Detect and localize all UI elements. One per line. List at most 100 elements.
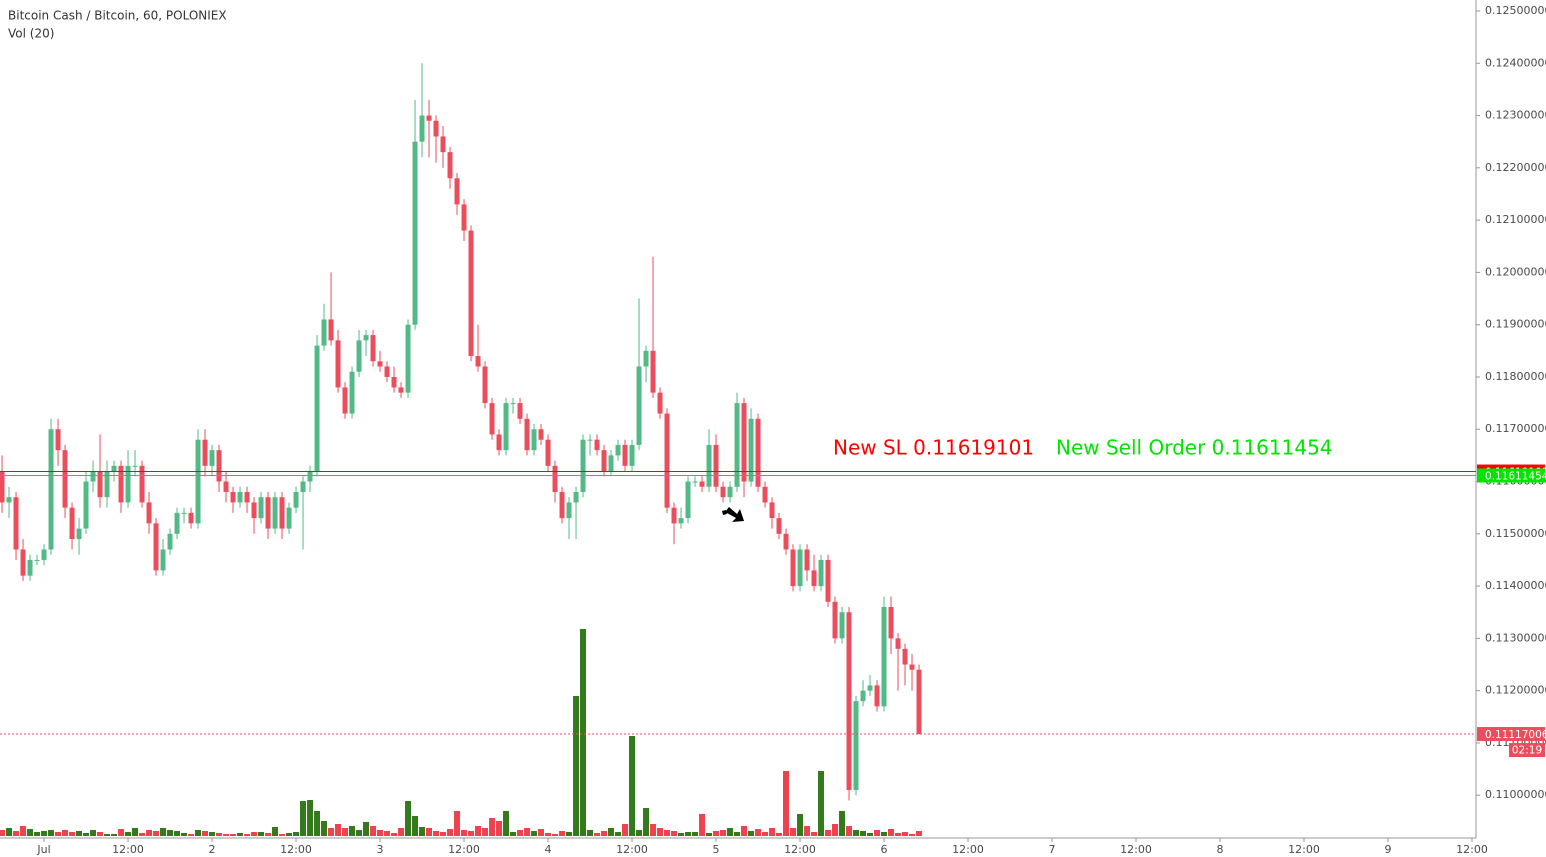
volume-bar [482,828,489,836]
volume-bar [27,829,34,836]
volume-bar [622,824,629,836]
volume-bar [118,829,125,836]
price-level-label: 0.11611454 [1485,471,1546,483]
volume-bar [342,828,349,836]
candle-body [440,136,446,153]
volume-bar [545,833,552,836]
volume-bar [846,826,853,836]
x-tick-label: 12:00 [952,843,984,856]
candle-body [118,465,124,503]
volume-bar [55,832,62,836]
candle-body [216,450,222,482]
volume-bar [496,821,503,836]
volume-bar [216,833,223,836]
candle-body [433,120,439,137]
candle-body [405,324,411,393]
y-tick-label: 0.11300000 [1485,631,1546,644]
y-tick-label: 0.11900000 [1485,318,1546,331]
candle-body [335,340,341,388]
volume-bar [104,834,111,836]
candle-body [573,491,579,503]
volume-bar [902,832,909,836]
candle-body [293,491,299,508]
volume-bar [181,833,188,836]
y-tick-label: 0.11800000 [1485,370,1546,383]
candle-body [13,497,19,550]
volume-bar [279,834,286,836]
candle-body [111,465,117,472]
y-tick-label: 0.12400000 [1485,56,1546,69]
candle-body [839,612,845,639]
candle-body [657,392,663,414]
candle-body [895,638,901,649]
y-tick-label: 0.12500000 [1485,4,1546,17]
candle-body [258,497,264,519]
volume-bar [0,830,6,836]
volume-bar [678,833,685,836]
volume-bar [566,832,573,836]
candle-body [328,319,334,341]
candle-body [34,559,40,561]
candle-body [377,361,383,367]
volume-bar [692,832,699,836]
volume-bar [20,826,27,836]
candle-body [454,178,460,205]
candle-body [6,497,12,503]
candle-body [678,518,684,524]
volume-bar [251,832,258,836]
volume-bar [41,831,48,836]
volume-bar [909,834,916,836]
candle-body [699,481,705,487]
candle-body [734,403,740,487]
volume-bar [6,828,13,836]
volume-bar [377,830,384,836]
candle-body [139,465,145,503]
volume-bar [664,830,671,836]
candle-body [769,502,775,519]
candle-body [664,413,670,508]
candle-body [692,481,698,483]
volume-bar [580,629,587,836]
volume-bar [706,833,713,836]
candle-body [559,491,565,519]
candle-body [349,371,355,414]
candle-body [804,549,810,571]
volume-bar [797,814,804,836]
volume-bar [587,830,594,836]
candle-body [0,471,5,503]
x-tick-label: 12:00 [1288,843,1320,856]
x-tick-label: 12:00 [616,843,648,856]
volume-bar [538,829,545,836]
candle-body [552,465,558,492]
volume-bar [783,771,790,836]
candle-body [55,429,61,451]
volume-bar [83,833,90,836]
volume-bar [762,832,769,836]
candle-body [629,444,635,466]
x-tick-label: 9 [1385,843,1392,856]
candle-body [97,471,103,498]
candle-body [783,533,789,550]
candle-body [818,559,824,587]
candle-body [475,356,481,367]
x-tick-label: 3 [377,843,384,856]
volume-bar [293,832,300,836]
volume-bar [426,828,433,836]
candle-body [916,669,922,735]
volume-bar [895,833,902,836]
volume-bar [384,831,391,836]
x-tick-label: 12:00 [1456,843,1488,856]
candle-body [874,685,880,707]
volume-bar [237,833,244,836]
candle-body [300,481,306,492]
candle-body [706,444,712,487]
candle-body [83,481,89,529]
y-tick-label: 0.11000000 [1485,788,1546,801]
volume-bar [573,696,580,836]
volume-bar [321,821,328,836]
candle-body [608,455,614,472]
volume-bar [230,834,237,836]
candle-body [181,512,187,514]
volume-bar [489,818,496,836]
